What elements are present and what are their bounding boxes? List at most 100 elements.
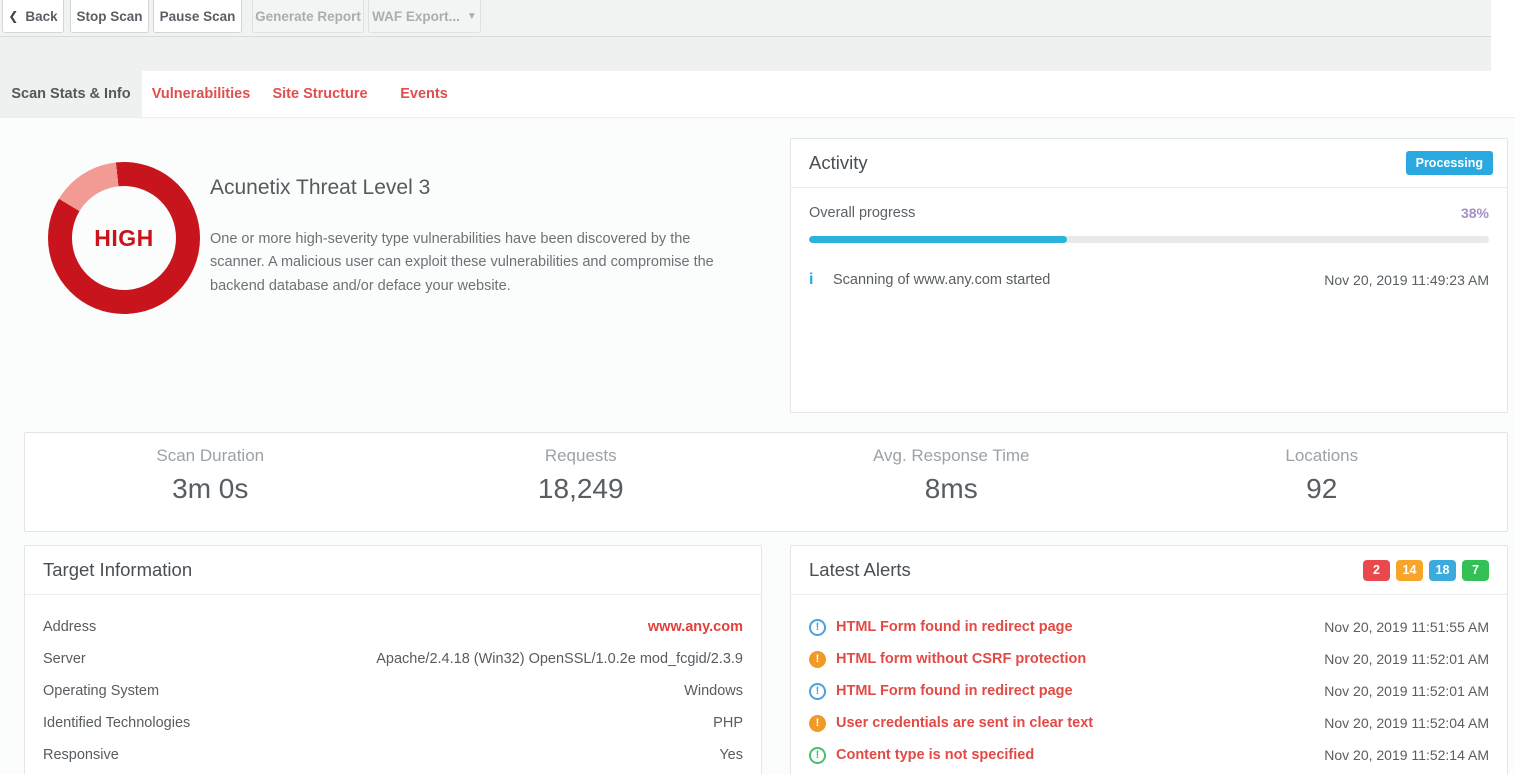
alert-message-link[interactable]: HTML Form found in redirect page [836, 683, 1073, 699]
threat-level-label: HIGH [94, 224, 154, 251]
target-row-server: Server Apache/2.4.18 (Win32) OpenSSL/1.0… [25, 643, 761, 675]
scan-stats-strip: Scan Duration 3m 0s Requests 18,249 Avg.… [24, 432, 1508, 532]
activity-header: Activity Processing [791, 139, 1507, 188]
waf-export-dropdown[interactable]: WAF Export... ▼ [368, 0, 481, 33]
alert-row: HTML form without CSRF protection Nov 20… [791, 643, 1507, 675]
toolbar: ❮ Back Stop Scan Pause Scan Generate Rep… [0, 0, 1491, 37]
tab-bar: Scan Stats & Info Vulnerabilities Site S… [0, 71, 1491, 117]
alert-circle-green-icon [809, 746, 826, 764]
info-icon: i [809, 271, 814, 288]
processing-status-badge: Processing [1405, 151, 1493, 175]
alert-row: HTML Form found in redirect page Nov 20,… [791, 611, 1507, 643]
stop-scan-button[interactable]: Stop Scan [70, 0, 149, 33]
pause-scan-label: Pause Scan [159, 8, 236, 24]
tab-bar-divider [0, 117, 1515, 118]
event-message: Scanning of www.any.com started [833, 272, 1051, 288]
target-row-identified-technologies: Identified Technologies PHP [25, 707, 761, 739]
row-label: Server [43, 651, 86, 667]
threat-title: Acunetix Threat Level 3 [210, 176, 431, 199]
target-information-panel: Target Information Address www.any.com S… [24, 545, 762, 774]
stop-scan-label: Stop Scan [76, 8, 143, 24]
chevron-down-icon: ▼ [466, 10, 477, 22]
alert-timestamp: Nov 20, 2019 11:52:01 AM [1324, 651, 1489, 667]
alert-list: HTML Form found in redirect page Nov 20,… [791, 595, 1507, 771]
stat-scan-duration: Scan Duration 3m 0s [25, 433, 396, 531]
row-label: Address [43, 619, 97, 635]
target-row-operating-system: Operating System Windows [25, 675, 761, 707]
target-information-header: Target Information [25, 546, 761, 595]
chevron-left-icon: ❮ [8, 9, 19, 23]
generate-report-button[interactable]: Generate Report [252, 0, 364, 33]
latest-alerts-title: Latest Alerts [809, 559, 911, 580]
target-row-responsive: Responsive Yes [25, 739, 761, 771]
tab-scan-stats-info[interactable]: Scan Stats & Info [0, 71, 142, 117]
alert-circle-orange-icon [809, 714, 826, 732]
tab-events[interactable]: Events [400, 86, 448, 102]
severity-count-badges: 2 14 18 7 [1363, 559, 1489, 581]
overall-progress-label: Overall progress [809, 205, 916, 221]
header-band [0, 37, 1491, 71]
row-label: Identified Technologies [43, 715, 191, 731]
low-severity-count-badge[interactable]: 18 [1429, 559, 1456, 581]
threat-level-gauge: HIGH [48, 162, 200, 314]
activity-panel: Activity Processing Overall progress 38%… [790, 138, 1508, 413]
activity-event-row: i Scanning of www.any.com started Nov 20… [809, 271, 1489, 289]
alert-message-link[interactable]: HTML Form found in redirect page [836, 619, 1073, 635]
alert-circle-orange-icon [809, 650, 826, 668]
stat-value: 3m 0s [172, 473, 249, 504]
waf-export-label: WAF Export... [372, 8, 460, 24]
alert-row: Content type is not specified Nov 20, 20… [791, 739, 1507, 771]
alert-timestamp: Nov 20, 2019 11:52:04 AM [1324, 715, 1489, 731]
back-button-label: Back [25, 8, 58, 24]
stat-avg-response-time: Avg. Response Time 8ms [766, 433, 1137, 531]
stat-label: Locations [1285, 446, 1359, 465]
alert-row: HTML Form found in redirect page Nov 20,… [791, 675, 1507, 707]
medium-severity-count-badge[interactable]: 14 [1396, 559, 1423, 581]
event-timestamp: Nov 20, 2019 11:49:23 AM [1324, 272, 1489, 288]
alert-message-link[interactable]: HTML form without CSRF protection [836, 651, 1087, 667]
tab-vulnerabilities[interactable]: Vulnerabilities [151, 86, 251, 102]
progress-bar-fill [809, 236, 1068, 243]
alert-circle-blue-icon [809, 618, 826, 636]
stat-label: Requests [544, 446, 617, 465]
stat-value: 18,249 [537, 473, 624, 504]
alert-message-link[interactable]: Content type is not specified [836, 747, 1035, 763]
target-address-link[interactable]: www.any.com [647, 619, 743, 635]
progress-percent: 38% [1460, 205, 1489, 221]
alert-circle-blue-icon [809, 682, 826, 700]
stat-value: 92 [1306, 473, 1338, 504]
target-row-address: Address www.any.com [25, 611, 761, 643]
threat-description: One or more high-severity type vulnerabi… [210, 231, 714, 294]
alert-timestamp: Nov 20, 2019 11:52:01 AM [1324, 683, 1489, 699]
activity-title: Activity [809, 152, 868, 173]
row-label: Responsive [43, 747, 119, 763]
stat-label: Avg. Response Time [872, 446, 1030, 465]
stat-requests: Requests 18,249 [396, 433, 767, 531]
alert-timestamp: Nov 20, 2019 11:51:55 AM [1324, 619, 1489, 635]
tab-site-structure[interactable]: Site Structure [272, 86, 368, 102]
stat-value: 8ms [924, 473, 978, 504]
alert-timestamp: Nov 20, 2019 11:52:14 AM [1324, 747, 1489, 763]
info-severity-count-badge[interactable]: 7 [1462, 559, 1489, 581]
alert-message-link[interactable]: User credentials are sent in clear text [836, 715, 1094, 731]
threat-gauge-hole: HIGH [72, 186, 176, 290]
alert-row: User credentials are sent in clear text … [791, 707, 1507, 739]
row-label: Operating System [43, 683, 160, 699]
row-value: Apache/2.4.18 (Win32) OpenSSL/1.0.2e mod… [376, 651, 743, 667]
row-value: PHP [713, 715, 743, 731]
pause-scan-button[interactable]: Pause Scan [153, 0, 242, 33]
latest-alerts-panel: Latest Alerts 2 14 18 7 HTML Form found … [790, 545, 1508, 774]
target-information-rows: Address www.any.com Server Apache/2.4.18… [25, 595, 761, 771]
generate-report-label: Generate Report [255, 8, 361, 24]
overall-progress-row: Overall progress 38% [809, 205, 1489, 221]
progress-bar [809, 236, 1489, 243]
stat-label: Scan Duration [156, 446, 265, 465]
back-button[interactable]: ❮ Back [2, 0, 64, 33]
stat-locations: Locations 92 [1137, 433, 1508, 531]
high-severity-count-badge[interactable]: 2 [1363, 559, 1390, 581]
row-value: Yes [719, 747, 743, 763]
target-information-title: Target Information [43, 559, 193, 580]
row-value: Windows [684, 683, 743, 699]
latest-alerts-header: Latest Alerts 2 14 18 7 [791, 546, 1507, 595]
